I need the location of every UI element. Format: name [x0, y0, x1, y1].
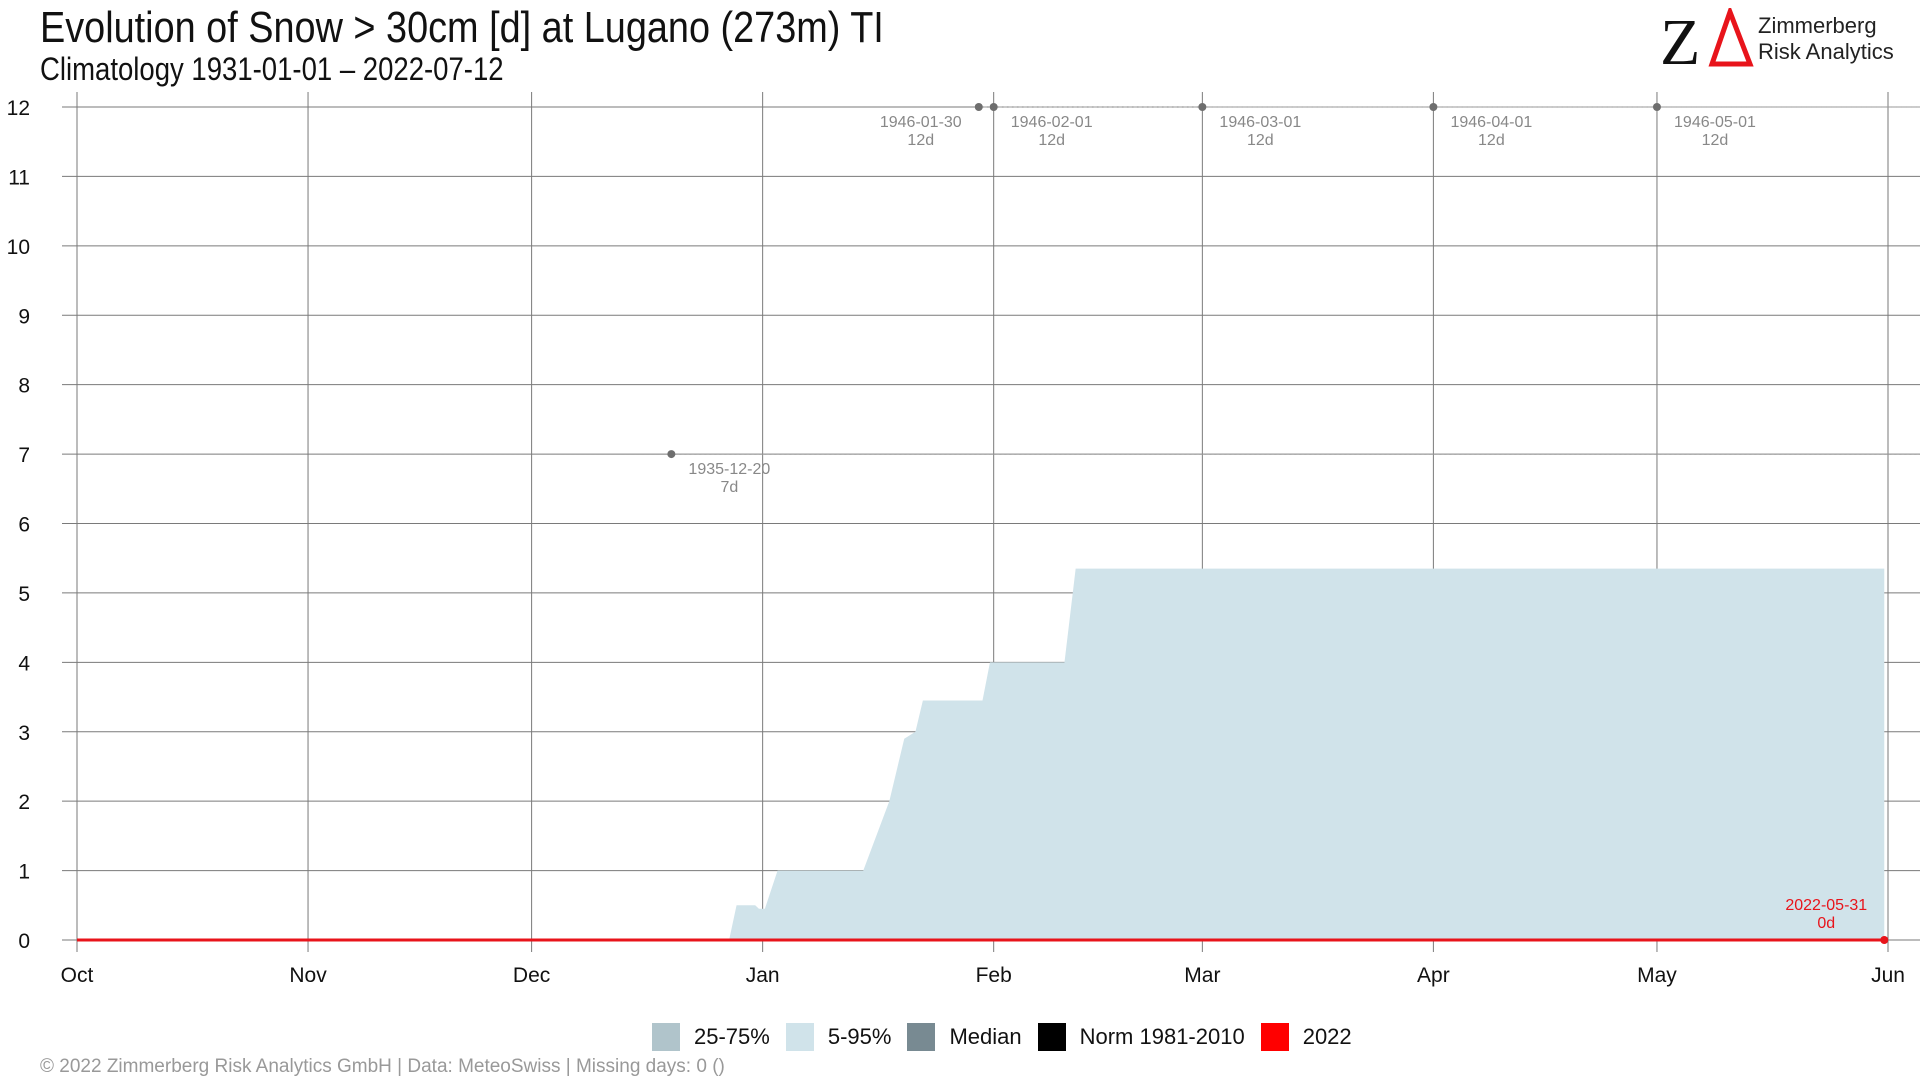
- x-tick-label: Apr: [1417, 964, 1450, 987]
- legend-swatch: [652, 1023, 680, 1051]
- annotation-point: [1198, 103, 1207, 111]
- chart-plot: 1935-12-207d1946-01-3012d1946-02-0112d19…: [7, 92, 1920, 987]
- annotation-point: [974, 103, 983, 111]
- x-tick-label: May: [1637, 964, 1677, 987]
- legend-label: 2022: [1302, 1024, 1352, 1049]
- legend-label: Median: [949, 1024, 1022, 1049]
- annotation-date: 1946-04-01: [1450, 114, 1532, 131]
- y-tick-label: 1: [18, 861, 30, 884]
- legend-swatch: [785, 1023, 814, 1051]
- annotation-date: 1946-01-30: [880, 114, 962, 131]
- annotations: 1935-12-207d1946-01-3012d1946-02-0112d19…: [667, 103, 1920, 944]
- legend-item: Median: [907, 1023, 1022, 1051]
- legend-swatch: [907, 1023, 936, 1051]
- annotation-value: 12d: [1247, 132, 1274, 149]
- annotation-value: 0d: [1817, 915, 1835, 932]
- legend-item: Norm 1981-2010: [1037, 1023, 1245, 1051]
- legend-item: 5-95%: [785, 1023, 892, 1051]
- annotation-value: 12d: [1478, 132, 1505, 149]
- y-tick-label: 8: [18, 375, 30, 398]
- annotation-date: 1946-03-01: [1219, 114, 1301, 131]
- y-tick-label: 11: [8, 166, 30, 189]
- x-tick-label: Jan: [746, 964, 780, 987]
- annotation-value: 12d: [1038, 132, 1065, 149]
- chart-title: Evolution of Snow > 30cm [d] at Lugano (…: [40, 3, 884, 52]
- y-tick-label: 6: [18, 514, 30, 537]
- logo-mark-icon: Z: [1660, 8, 1754, 72]
- annotation-point: [1652, 103, 1661, 111]
- annotation-date: 1935-12-20: [688, 461, 770, 478]
- band-5-95: [729, 568, 1885, 940]
- logo-line2: Risk Analytics: [1758, 39, 1894, 64]
- annotation-point: [1880, 936, 1889, 944]
- x-tick-label: Oct: [61, 964, 94, 987]
- x-tick-label: Dec: [513, 964, 550, 987]
- y-tick-label: 12: [7, 97, 30, 120]
- y-tick-label: 7: [18, 444, 30, 467]
- logo-line1: Zimmerberg: [1758, 13, 1877, 38]
- annotation-value: 7d: [720, 479, 738, 496]
- company-logo: Z Zimmerberg Risk Analytics: [1660, 8, 1900, 72]
- legend-label: 25-75%: [694, 1024, 770, 1049]
- footer-credits: © 2022 Zimmerberg Risk Analytics GmbH | …: [40, 1056, 725, 1077]
- legend-item: 25-75%: [652, 1023, 770, 1051]
- annotation-value: 12d: [907, 132, 934, 149]
- y-tick-label: 2: [18, 791, 30, 814]
- chart-subtitle: Climatology 1931-01-01 – 2022-07-12: [40, 51, 504, 87]
- legend-item: 2022: [1260, 1023, 1352, 1051]
- legend-swatch: [1037, 1023, 1066, 1051]
- y-tick-label: 4: [18, 652, 30, 675]
- y-tick-label: 3: [18, 722, 30, 745]
- annotation-point: [989, 103, 998, 111]
- legend: 25-75% 5-95% Median Norm 1981-2010 2022: [652, 1021, 1368, 1053]
- y-tick-label: 9: [18, 305, 30, 328]
- annotation-point: [1429, 103, 1438, 111]
- x-tick-label: Feb: [976, 964, 1012, 987]
- legend-label: Norm 1981-2010: [1079, 1024, 1245, 1049]
- y-tick-label: 10: [7, 236, 30, 259]
- legend-swatch: [1260, 1023, 1289, 1051]
- y-tick-label: 5: [18, 583, 30, 606]
- annotation-date: 1946-02-01: [1011, 114, 1093, 131]
- annotation-date: 1946-05-01: [1674, 114, 1756, 131]
- logo-mark-z: Z: [1660, 8, 1700, 72]
- legend-label: 5-95%: [827, 1024, 892, 1049]
- percentile-bands: [729, 568, 1885, 940]
- x-tick-label: Nov: [289, 964, 327, 987]
- annotation-date: 2022-05-31: [1785, 897, 1867, 914]
- x-tick-label: Jun: [1871, 964, 1905, 987]
- logo-delta-icon: [1708, 8, 1754, 67]
- annotation-value: 12d: [1702, 132, 1729, 149]
- x-tick-label: Mar: [1184, 964, 1220, 987]
- annotation-point: [667, 450, 676, 459]
- y-tick-label: 0: [18, 930, 30, 953]
